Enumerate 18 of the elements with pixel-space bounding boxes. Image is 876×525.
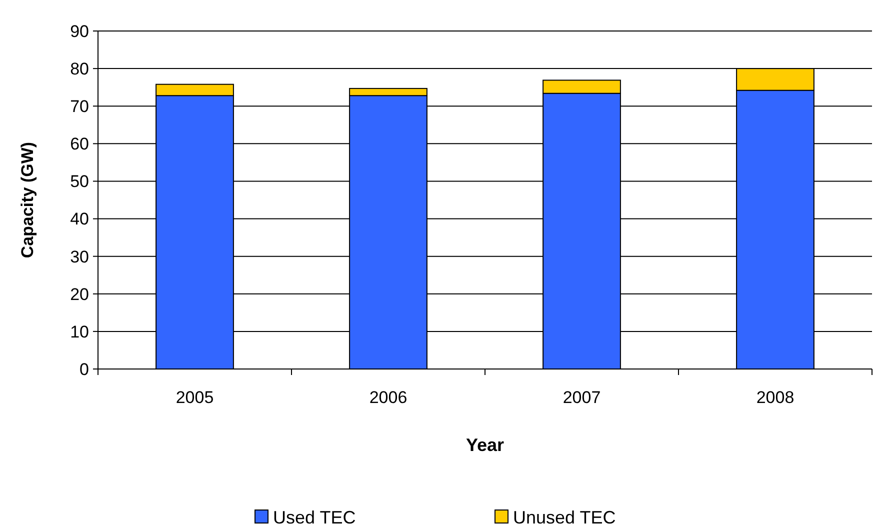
- legend-label: Unused TEC: [513, 507, 616, 525]
- x-tick-label: 2008: [756, 388, 794, 407]
- y-tick-label: 10: [70, 322, 89, 342]
- x-tick-label: 2005: [176, 388, 214, 407]
- y-axis-title: Capacity (GW): [18, 142, 37, 258]
- x-axis-title: Year: [466, 435, 504, 455]
- legend-label: Used TEC: [273, 507, 356, 525]
- y-tick-label: 30: [70, 247, 89, 266]
- y-tick-label: 60: [70, 134, 89, 154]
- y-tick-label: 40: [70, 210, 89, 229]
- y-tick-label: 80: [70, 60, 89, 79]
- y-tick-label: 50: [70, 172, 89, 192]
- y-tick-label: 70: [70, 97, 89, 116]
- x-tick-label: 2006: [369, 388, 408, 407]
- y-tick-label: 0: [80, 360, 89, 379]
- x-tick-label: 2007: [562, 388, 601, 407]
- y-tick-label: 20: [70, 284, 89, 304]
- y-tick-label: 90: [70, 22, 89, 41]
